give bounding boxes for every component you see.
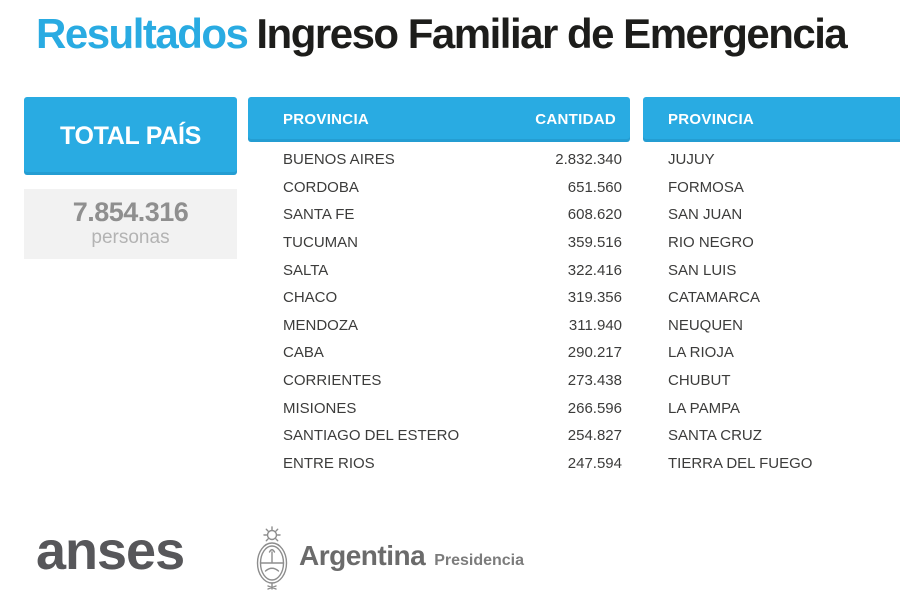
left-table-header: PROVINCIA CANTIDAD bbox=[248, 97, 630, 142]
row-provincia: SAN LUIS bbox=[668, 261, 737, 279]
table-row: SANTA CRUZ bbox=[643, 422, 900, 450]
row-cantidad: 2.832.340 bbox=[555, 151, 622, 169]
table-row: BUENOS AIRES 2.832.340 bbox=[248, 146, 630, 174]
table-row: LA RIOJA bbox=[643, 339, 900, 367]
row-cantidad: 319.356 bbox=[567, 289, 622, 307]
table-row: CORRIENTES 273.438 bbox=[248, 367, 630, 395]
left-header-cantidad: CANTIDAD bbox=[535, 111, 616, 128]
anses-logo: anses bbox=[36, 521, 185, 581]
row-provincia: CHACO bbox=[283, 289, 338, 307]
table-row: TUCUMAN 359.516 bbox=[248, 229, 630, 257]
row-provincia: SANTIAGO DEL ESTERO bbox=[283, 427, 460, 445]
table-row: FORMOSA bbox=[643, 174, 900, 202]
row-cantidad: 608.620 bbox=[567, 206, 622, 224]
row-provincia: MISIONES bbox=[283, 399, 357, 417]
presidencia-label: Presidencia bbox=[434, 552, 525, 569]
total-pais-value: 7.854.316 bbox=[72, 196, 189, 227]
argentina-coat-of-arms-icon bbox=[251, 526, 293, 597]
table-row: SALTA 322.416 bbox=[248, 256, 630, 284]
row-provincia: SAN JUAN bbox=[668, 206, 743, 224]
row-provincia: SANTA CRUZ bbox=[668, 427, 762, 445]
row-provincia: CATAMARCA bbox=[668, 289, 760, 307]
row-provincia: NEUQUEN bbox=[668, 316, 744, 334]
row-provincia: RIO NEGRO bbox=[668, 234, 754, 252]
total-pais-label: TOTAL PAÍS bbox=[60, 121, 201, 150]
row-provincia: FORMOSA bbox=[668, 178, 744, 196]
row-cantidad: 322.416 bbox=[567, 261, 622, 279]
right-table: JUJUY FORMOSA SAN JUAN RIO NEGRO SAN LUI… bbox=[643, 146, 900, 477]
table-row: LA PAMPA bbox=[643, 394, 900, 422]
total-pais-unit: personas bbox=[91, 227, 170, 249]
table-row: CABA 290.217 bbox=[248, 339, 630, 367]
page-title: Resultados Ingreso Familiar de Emergencia bbox=[36, 8, 848, 61]
argentina-presidencia-logo: Argentina Presidencia bbox=[299, 540, 524, 572]
row-provincia: MENDOZA bbox=[283, 316, 358, 334]
table-row: SANTIAGO DEL ESTERO 254.827 bbox=[248, 422, 630, 450]
table-row: NEUQUEN bbox=[643, 312, 900, 340]
row-provincia: SALTA bbox=[283, 261, 329, 279]
row-cantidad: 311.940 bbox=[568, 316, 622, 334]
left-header-provincia: PROVINCIA bbox=[283, 111, 370, 128]
table-row: RIO NEGRO bbox=[643, 229, 900, 257]
table-row: CATAMARCA bbox=[643, 284, 900, 312]
row-provincia: LA PAMPA bbox=[668, 399, 740, 417]
table-row: MISIONES 266.596 bbox=[248, 394, 630, 422]
row-provincia: CORRIENTES bbox=[283, 372, 382, 390]
table-row: SAN JUAN bbox=[643, 201, 900, 229]
row-provincia: TIERRA DEL FUEGO bbox=[668, 454, 813, 472]
table-row: TIERRA DEL FUEGO bbox=[643, 450, 900, 478]
title-highlight: Resultados bbox=[36, 10, 249, 57]
row-provincia: LA RIOJA bbox=[668, 344, 734, 362]
row-cantidad: 266.596 bbox=[567, 399, 622, 417]
title-rest: Ingreso Familiar de Emergencia bbox=[256, 10, 847, 57]
left-table: BUENOS AIRES 2.832.340 CORDOBA 651.560 SAN… bbox=[248, 146, 630, 477]
right-header-provincia: PROVINCIA bbox=[668, 111, 755, 128]
row-provincia: CORDOBA bbox=[283, 178, 359, 196]
table-row: SAN LUIS bbox=[643, 256, 900, 284]
table-row: SANTA FE 608.620 bbox=[248, 201, 630, 229]
argentina-wordmark: Argentina bbox=[299, 540, 426, 571]
table-row: CORDOBA 651.560 bbox=[248, 174, 630, 202]
table-row: CHUBUT bbox=[643, 367, 900, 395]
row-provincia: SANTA FE bbox=[283, 206, 355, 224]
row-provincia: JUJUY bbox=[668, 151, 715, 169]
table-row: CHACO 319.356 bbox=[248, 284, 630, 312]
row-cantidad: 273.438 bbox=[567, 372, 622, 390]
right-table-header: PROVINCIA bbox=[643, 97, 900, 142]
row-provincia: CHUBUT bbox=[668, 372, 731, 390]
row-cantidad: 359.516 bbox=[567, 234, 622, 252]
total-pais-card: 7.854.316 personas bbox=[24, 189, 237, 259]
row-cantidad: 290.217 bbox=[567, 344, 622, 362]
table-row: ENTRE RIOS 247.594 bbox=[248, 450, 630, 478]
table-row: JUJUY bbox=[643, 146, 900, 174]
total-pais-header: TOTAL PAÍS bbox=[24, 97, 237, 175]
row-provincia: TUCUMAN bbox=[283, 234, 358, 252]
row-provincia: CABA bbox=[283, 344, 324, 362]
row-provincia: BUENOS AIRES bbox=[283, 151, 395, 169]
table-row: MENDOZA 311.940 bbox=[248, 312, 630, 340]
row-cantidad: 651.560 bbox=[567, 178, 622, 196]
row-provincia: ENTRE RIOS bbox=[283, 454, 375, 472]
row-cantidad: 254.827 bbox=[567, 427, 622, 445]
row-cantidad: 247.594 bbox=[567, 454, 622, 472]
